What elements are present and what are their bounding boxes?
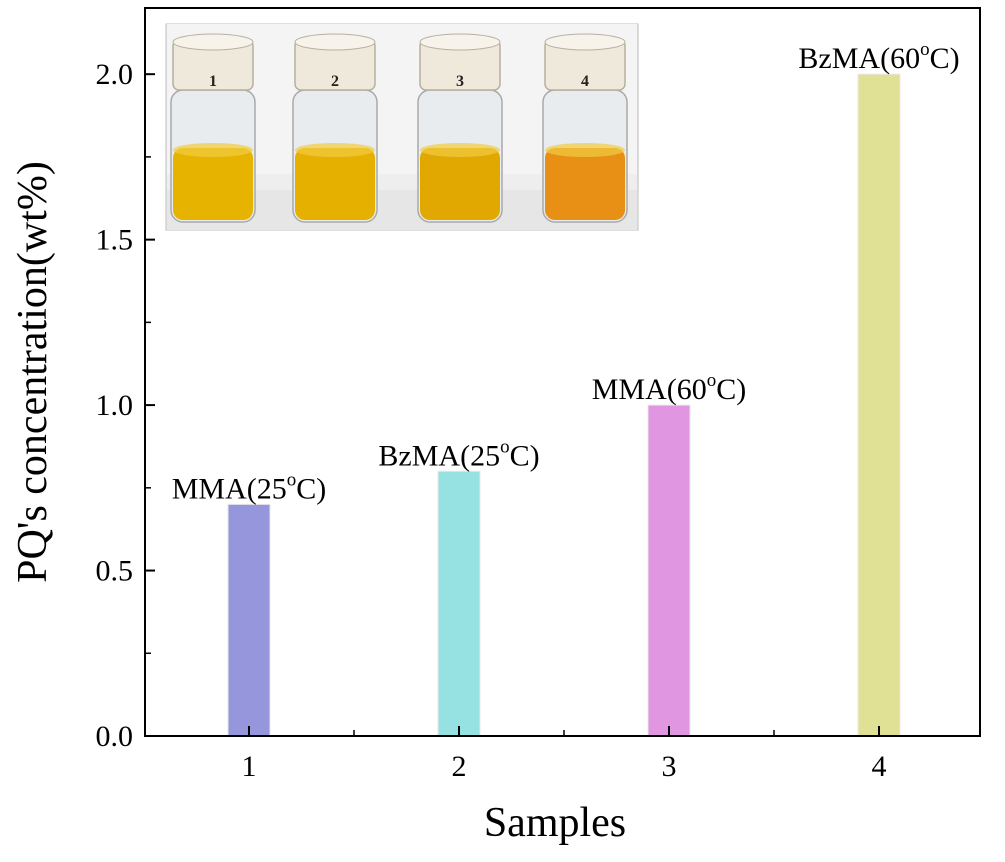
- bar-label-4: BzMA(60oC): [798, 39, 959, 75]
- vial-liquid: [173, 148, 253, 220]
- x-tick-label: 2: [452, 750, 467, 783]
- vial-number: 2: [331, 73, 339, 90]
- y-axis-title: PQ's concentration(wt%): [10, 161, 56, 583]
- vial-cap-top: [294, 33, 376, 51]
- y-tick-label: 0.0: [96, 720, 134, 753]
- bar-4: [857, 73, 901, 737]
- bar-label-2: BzMA(25oC): [378, 436, 539, 472]
- bar-label-degree: o: [920, 39, 930, 60]
- bar-label-text: MMA(25: [172, 472, 287, 505]
- vial-cap-top: [419, 33, 501, 51]
- bar-2: [437, 470, 481, 737]
- vial-liquid: [420, 148, 500, 220]
- vial-liquid: [545, 148, 625, 220]
- vial-liquid-surface: [420, 143, 500, 157]
- bar-label-text: MMA(60: [592, 373, 707, 406]
- vial-number: 1: [209, 73, 217, 90]
- vial-4: 4: [542, 33, 628, 223]
- bar-label-degree: o: [707, 370, 717, 391]
- vial-liquid: [295, 148, 375, 220]
- bar-label-degree: o: [500, 436, 510, 457]
- x-axis-title: Samples: [484, 800, 626, 846]
- vial-number: 4: [581, 73, 589, 90]
- bar-label-3: MMA(60oC): [592, 370, 747, 406]
- inset-photo: 1 2 3 4: [165, 23, 639, 231]
- vial-1: 1: [170, 33, 256, 223]
- y-tick-label: 2.0: [96, 58, 134, 91]
- bar-label-unit: C): [296, 472, 326, 505]
- y-tick-label: 1.0: [96, 389, 134, 422]
- vial-number: 3: [456, 73, 464, 90]
- vial-3: 3: [417, 33, 503, 223]
- vial-cap-top: [544, 33, 626, 51]
- x-tick-label: 1: [242, 750, 257, 783]
- vial-liquid-surface: [545, 143, 625, 157]
- y-tick-label: 1.5: [96, 224, 134, 257]
- bar-label-text: BzMA(60: [798, 42, 920, 75]
- bar-label-text: BzMA(25: [378, 439, 500, 472]
- bar-3: [647, 404, 691, 737]
- bar-label-1: MMA(25oC): [172, 469, 327, 505]
- bar-label-degree: o: [287, 469, 297, 490]
- vial-liquid-surface: [173, 143, 253, 157]
- bar-label-unit: C): [510, 439, 540, 472]
- plot-frame: [144, 7, 981, 737]
- vial-2: 2: [292, 33, 378, 223]
- x-tick-label: 3: [662, 750, 677, 783]
- bar-label-unit: C): [716, 373, 746, 406]
- vial-cap-top: [172, 33, 254, 51]
- bar-1: [227, 503, 271, 737]
- vial-liquid-surface: [295, 143, 375, 157]
- y-tick-label: 0.5: [96, 555, 134, 588]
- bar-label-unit: C): [930, 42, 960, 75]
- x-tick-label: 4: [872, 750, 887, 783]
